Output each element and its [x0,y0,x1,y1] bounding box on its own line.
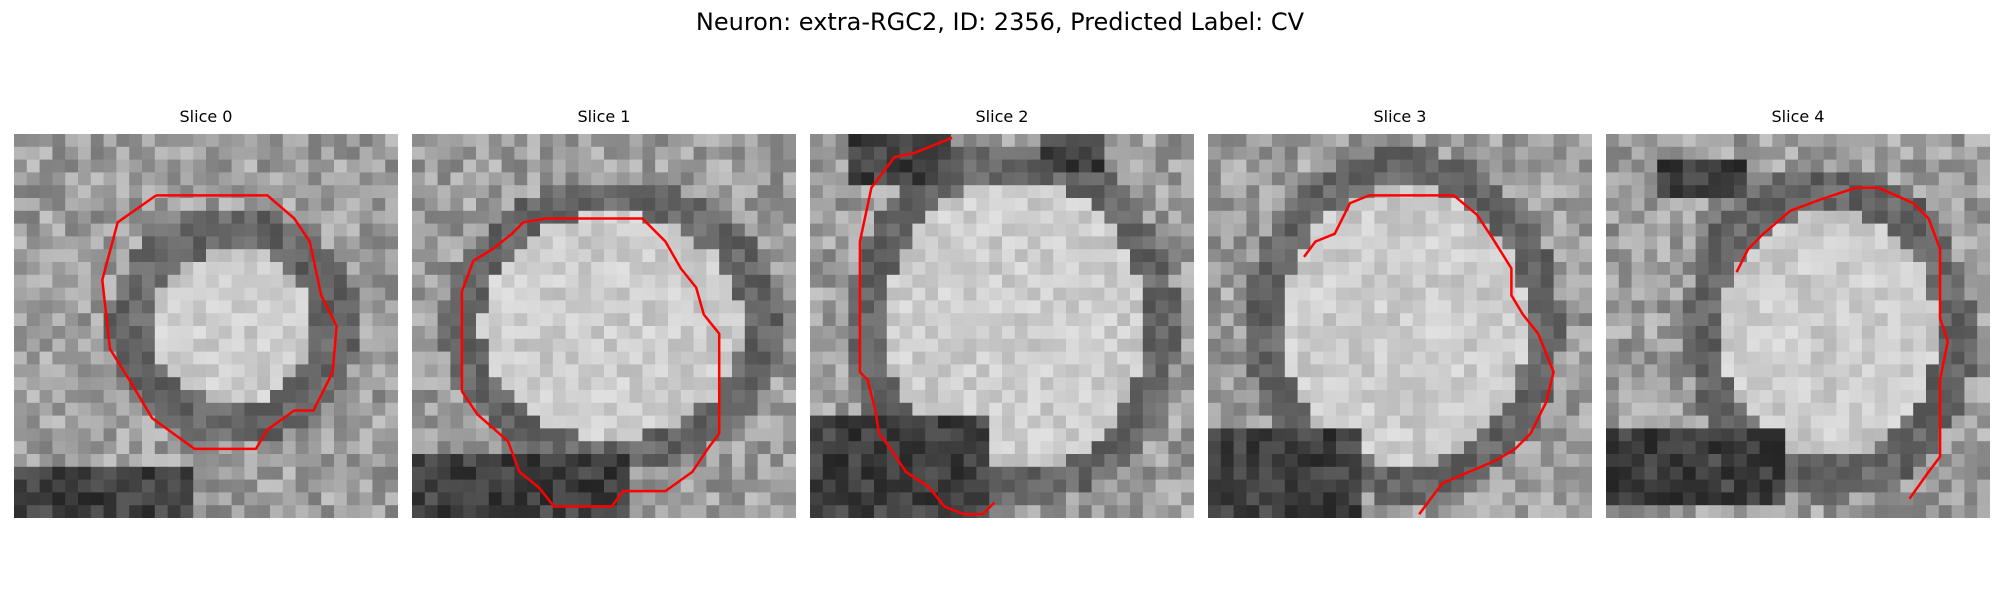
slice-panel-3: Slice 3 [1208,106,1592,526]
slice-title-3: Slice 3 [1373,107,1427,126]
slice-title-2: Slice 2 [975,107,1029,126]
slice-image-4 [1606,134,1990,518]
slice-image-0 [14,134,398,518]
segmentation-contour [858,136,996,516]
slice-panel-1: Slice 1 [412,106,796,526]
slice-panel-2: Slice 2 [810,106,1194,526]
slice-panel-0: Slice 0 [14,106,398,526]
segmentation-contour [1735,186,1950,500]
segmentation-contour [101,194,338,451]
slice-title-0: Slice 0 [179,107,233,126]
slice-image-2 [810,134,1194,518]
slice-panel-4: Slice 4 [1606,106,1990,526]
slice-title-4: Slice 4 [1771,107,1825,126]
segmentation-contour [1302,194,1555,515]
segmentation-contour [460,217,721,508]
slice-title-1: Slice 1 [577,107,631,126]
slice-image-3 [1208,134,1592,518]
figure-title: Neuron: extra-RGC2, ID: 2356, Predicted … [695,8,1305,36]
slice-image-1 [412,134,796,518]
